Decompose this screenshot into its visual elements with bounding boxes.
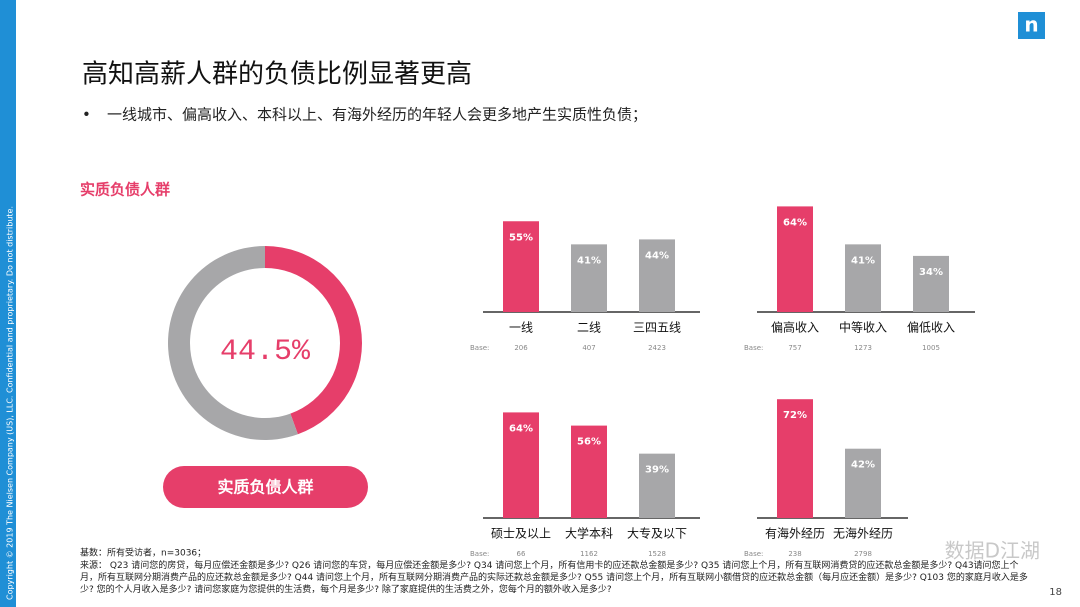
- category-label: 大学本科: [565, 526, 613, 541]
- watermark: 数据D江湖: [945, 539, 1040, 563]
- bar: [571, 244, 607, 312]
- bar: [503, 412, 539, 518]
- source-note: 来源： Q23 请问您的房贷，每月应偿还金额是多少? Q26 请问您的车贷，每月…: [80, 561, 1028, 595]
- caption: 实质负债人群: [217, 478, 313, 497]
- value-label: 64%: [783, 217, 807, 228]
- category-label: 一线: [509, 321, 533, 335]
- base-value: 238: [788, 550, 801, 558]
- base-value: 206: [514, 344, 528, 352]
- bar: [913, 255, 949, 312]
- logo: n: [1024, 13, 1038, 37]
- category-label: 硕士及以上: [491, 527, 551, 541]
- bullet-dot: •: [82, 106, 91, 124]
- title: 高知高薪人群的负债比例显著更高: [82, 60, 472, 90]
- value-label: 39%: [645, 465, 669, 476]
- bar: [845, 244, 881, 312]
- value-label: 41%: [577, 255, 601, 266]
- base-label: Base:: [744, 550, 763, 558]
- base-value: 1528: [648, 550, 666, 558]
- logo-box: [1018, 12, 1045, 39]
- category-label: 无海外经历: [833, 526, 893, 541]
- caption-button: [163, 466, 368, 508]
- value-label: 56%: [577, 437, 601, 448]
- base-value: 757: [788, 344, 801, 352]
- category-label: 大专及以下: [627, 526, 687, 541]
- base-value: 407: [582, 344, 595, 352]
- value-label: 72%: [783, 410, 807, 421]
- page-number: 18: [1049, 587, 1062, 598]
- value-label: 44%: [645, 250, 669, 261]
- bar: [639, 453, 675, 518]
- base-value: 2423: [648, 344, 666, 352]
- value-label: 64%: [509, 423, 533, 434]
- value-label: 42%: [851, 460, 875, 471]
- base-value: 1273: [854, 344, 872, 352]
- base-label: Base:: [470, 550, 489, 558]
- value-label: 41%: [851, 255, 875, 266]
- bar: [639, 239, 675, 312]
- center-label: 44.5%: [220, 335, 311, 369]
- bar: [503, 221, 539, 312]
- donut-segment: [265, 246, 362, 435]
- base-label: Base:: [744, 344, 763, 352]
- value-label: 55%: [509, 232, 533, 243]
- bar: [777, 399, 813, 518]
- bullet: 一线城市、偏高收入、本科以上、有海外经历的年轻人会更多地产生实质性负债；: [107, 106, 647, 124]
- base-value: 1162: [580, 550, 598, 558]
- base-value: 2798: [854, 550, 872, 558]
- base-value: 1005: [922, 344, 940, 352]
- bar: [777, 206, 813, 312]
- bar: [571, 425, 607, 518]
- donut-segment: [167, 246, 298, 440]
- category-label: 三四五线: [633, 321, 681, 335]
- category-label: 有海外经历: [765, 526, 825, 541]
- section-label: 实质负债人群: [80, 181, 170, 199]
- side-bar: [0, 0, 16, 607]
- copyright: Copyright © 2019 The Nielsen Company (US…: [6, 206, 15, 600]
- category-label: 二线: [577, 321, 601, 335]
- category-label: 偏高收入: [771, 320, 819, 335]
- base-value: 66: [517, 550, 526, 558]
- value-label: 34%: [919, 267, 943, 278]
- bar: [845, 448, 881, 518]
- base-label: Base:: [470, 344, 489, 352]
- category-label: 偏低收入: [907, 320, 955, 335]
- base-note: 基数：所有受访者，n=3036；: [80, 547, 206, 559]
- category-label: 中等收入: [839, 320, 887, 335]
